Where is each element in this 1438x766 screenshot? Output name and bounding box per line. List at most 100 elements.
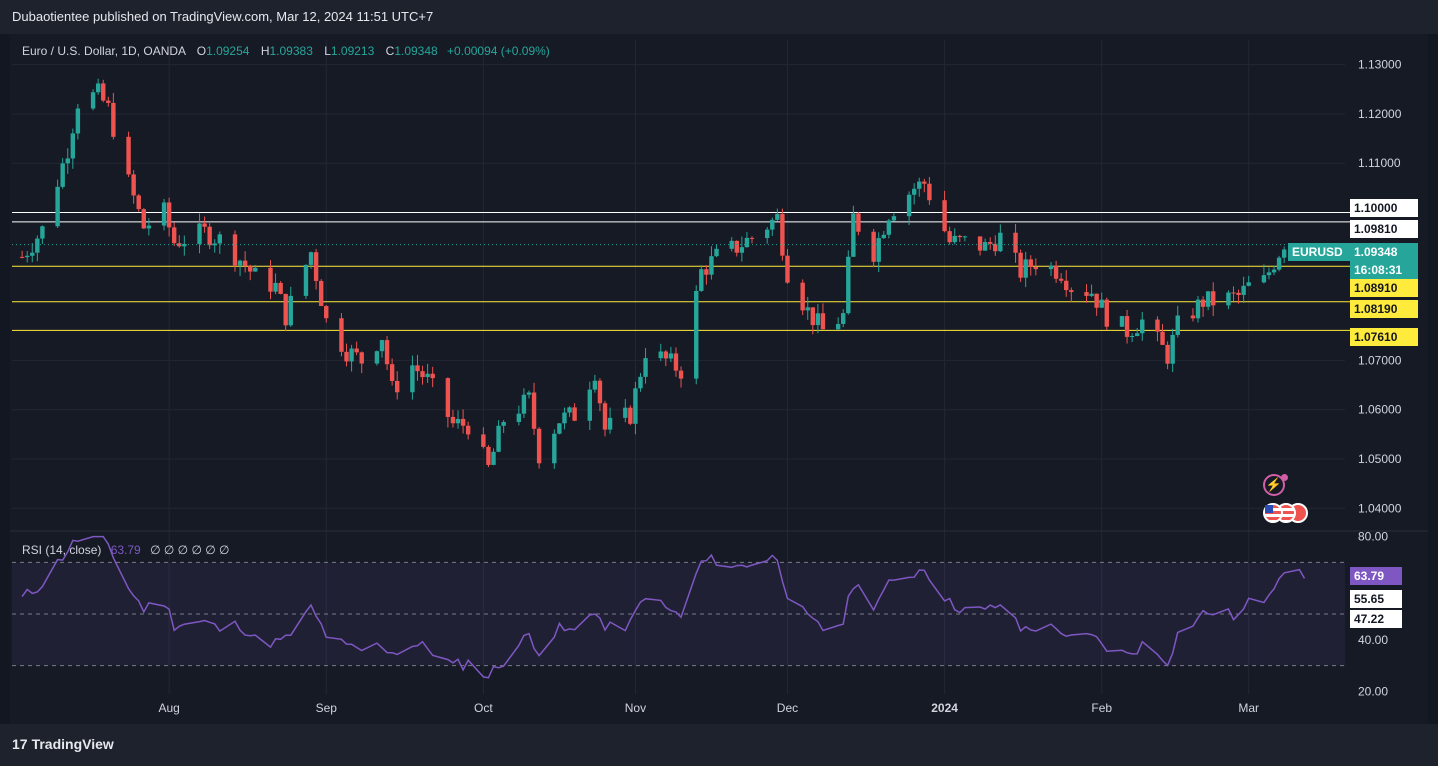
candle-body xyxy=(947,231,952,243)
publisher-text: Dubaotientee published on TradingView.co… xyxy=(12,9,434,24)
candle-body xyxy=(562,412,567,424)
candle-body xyxy=(1155,319,1160,332)
publisher-bar: Dubaotientee published on TradingView.co… xyxy=(0,0,1438,34)
candle-body xyxy=(1165,344,1170,364)
candle-body xyxy=(567,407,572,413)
flag-canton-icon xyxy=(1265,505,1273,513)
candle-body xyxy=(526,392,532,395)
candle-body xyxy=(1241,285,1246,295)
candle-body xyxy=(521,394,527,414)
level-tag-4: 1.08190 xyxy=(1350,300,1418,318)
candle-body xyxy=(1266,272,1272,276)
candle-body xyxy=(253,267,258,272)
candle-body xyxy=(1281,249,1287,258)
high-value: 1.09383 xyxy=(269,44,313,58)
candle-body xyxy=(95,83,101,93)
price-tick-label: 1.11000 xyxy=(1358,156,1401,170)
candle-body xyxy=(764,229,770,238)
rsi-upper-tag: 55.65 xyxy=(1350,590,1402,608)
symbol-name[interactable]: Euro / U.S. Dollar, 1D, OANDA xyxy=(22,44,186,58)
candle-body xyxy=(709,256,714,275)
price-tick-label: 1.12000 xyxy=(1358,107,1402,121)
notification-dot-icon xyxy=(1281,474,1288,481)
candle-body xyxy=(998,232,1003,252)
candle-body xyxy=(988,242,993,244)
rsi-tick-label: 20.00 xyxy=(1358,684,1388,698)
candle-body xyxy=(430,373,435,379)
time-tick-label: 2024 xyxy=(931,701,958,715)
candle-body xyxy=(704,269,709,275)
tradingview-brand[interactable]: 17 TradingView xyxy=(12,736,114,752)
level-tag-3: 1.08910 xyxy=(1350,279,1418,297)
us-flag-event-icon-1[interactable] xyxy=(1263,503,1283,523)
candle-body xyxy=(354,348,359,353)
candle-body xyxy=(141,209,146,229)
candle-body xyxy=(607,417,613,430)
candle-body xyxy=(445,378,451,417)
candle-body xyxy=(592,380,598,390)
lightning-event-icon[interactable]: ⚡ xyxy=(1263,474,1285,496)
candle-body xyxy=(75,108,81,134)
candle-body xyxy=(460,418,466,426)
candle-body xyxy=(313,252,319,281)
candle-body xyxy=(242,260,248,267)
candle-body xyxy=(1094,293,1099,308)
candle-body xyxy=(1033,267,1039,270)
chart-area[interactable] xyxy=(10,34,1428,724)
candle-body xyxy=(166,202,172,228)
candle-body xyxy=(410,365,415,393)
candle-body xyxy=(1129,335,1135,337)
candle-body xyxy=(374,351,380,364)
change-value: +0.00094 (+0.09%) xyxy=(447,44,550,58)
candle-body xyxy=(770,219,775,230)
candle-body xyxy=(516,413,522,423)
candle-body xyxy=(344,351,349,362)
rsi-current-tag: 63.79 xyxy=(1350,567,1402,585)
candle-body xyxy=(749,237,755,239)
candle-body xyxy=(572,407,577,421)
time-tick-label: Aug xyxy=(158,701,179,715)
candle-body xyxy=(90,92,96,109)
candle-body xyxy=(1018,252,1023,278)
candle-body xyxy=(917,181,922,189)
rsi-legend: RSI (14, close) 63.79 ∅ ∅ ∅ ∅ ∅ ∅ xyxy=(22,543,229,557)
close-value: 1.09348 xyxy=(394,44,438,58)
price-legend: Euro / U.S. Dollar, 1D, OANDA O1.09254 H… xyxy=(22,44,550,58)
candle-body xyxy=(673,353,679,371)
candle-body xyxy=(1064,280,1069,291)
candle-body xyxy=(942,200,947,232)
candle-body xyxy=(1058,278,1064,281)
rsi-label[interactable]: RSI (14, close) xyxy=(22,543,102,557)
candle-body xyxy=(1134,333,1140,336)
candle-body xyxy=(273,282,278,292)
candle-body xyxy=(1140,319,1145,334)
open-label: O xyxy=(196,44,207,58)
candle-body xyxy=(886,220,892,235)
candle-body xyxy=(993,243,998,252)
candle-body xyxy=(303,264,309,296)
candle-body xyxy=(638,376,643,389)
candle-body xyxy=(643,358,648,377)
candle-body xyxy=(876,238,881,262)
candle-body xyxy=(623,407,628,418)
last-price-tag: 1.09348 xyxy=(1350,243,1418,261)
candle-body xyxy=(678,370,684,379)
candle-body xyxy=(952,235,957,243)
rsi-lower-tag: 47.22 xyxy=(1350,610,1402,628)
symbol-tag[interactable]: EURUSD xyxy=(1288,243,1350,261)
candle-body xyxy=(232,234,238,266)
candle-body xyxy=(1013,232,1018,253)
candle-body xyxy=(126,136,131,175)
candle-body xyxy=(1124,316,1130,337)
candle-body xyxy=(815,313,821,326)
candle-body xyxy=(633,388,638,424)
rsi-value: 63.79 xyxy=(110,543,141,557)
candle-body xyxy=(501,422,506,426)
candle-body xyxy=(217,234,223,244)
candle-body xyxy=(1190,315,1196,319)
price-tick-label: 1.05000 xyxy=(1358,452,1402,466)
candle-body xyxy=(1205,291,1211,307)
candle-body xyxy=(379,340,385,352)
candle-body xyxy=(734,240,739,253)
